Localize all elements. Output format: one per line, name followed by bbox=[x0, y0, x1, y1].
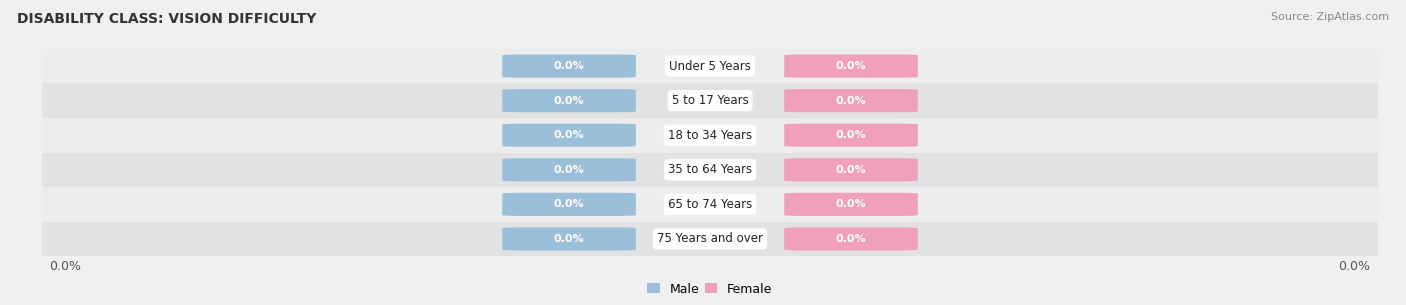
Bar bbox=[42, 118, 1378, 152]
FancyBboxPatch shape bbox=[785, 89, 918, 112]
Bar bbox=[42, 83, 1378, 118]
Text: 0.0%: 0.0% bbox=[835, 96, 866, 106]
FancyBboxPatch shape bbox=[785, 193, 918, 216]
FancyBboxPatch shape bbox=[785, 227, 918, 250]
FancyBboxPatch shape bbox=[785, 55, 918, 78]
Bar bbox=[42, 152, 1378, 187]
Text: 0.0%: 0.0% bbox=[835, 130, 866, 140]
Text: Source: ZipAtlas.com: Source: ZipAtlas.com bbox=[1271, 12, 1389, 22]
Text: 0.0%: 0.0% bbox=[835, 165, 866, 175]
FancyBboxPatch shape bbox=[502, 193, 636, 216]
FancyBboxPatch shape bbox=[785, 158, 918, 181]
Text: 0.0%: 0.0% bbox=[554, 165, 585, 175]
Text: 0.0%: 0.0% bbox=[835, 61, 866, 71]
FancyBboxPatch shape bbox=[502, 89, 636, 112]
Text: 0.0%: 0.0% bbox=[554, 199, 585, 209]
Text: 35 to 64 Years: 35 to 64 Years bbox=[668, 163, 752, 176]
Text: 0.0%: 0.0% bbox=[554, 130, 585, 140]
Text: 0.0%: 0.0% bbox=[554, 96, 585, 106]
Text: 65 to 74 Years: 65 to 74 Years bbox=[668, 198, 752, 211]
FancyBboxPatch shape bbox=[785, 124, 918, 147]
Text: 0.0%: 0.0% bbox=[835, 234, 866, 244]
Bar bbox=[42, 222, 1378, 256]
Bar bbox=[42, 49, 1378, 83]
FancyBboxPatch shape bbox=[502, 158, 636, 181]
Text: 0.0%: 0.0% bbox=[49, 260, 82, 273]
Text: DISABILITY CLASS: VISION DIFFICULTY: DISABILITY CLASS: VISION DIFFICULTY bbox=[17, 12, 316, 26]
Text: 0.0%: 0.0% bbox=[554, 61, 585, 71]
Text: 18 to 34 Years: 18 to 34 Years bbox=[668, 129, 752, 142]
Text: 0.0%: 0.0% bbox=[554, 234, 585, 244]
FancyBboxPatch shape bbox=[502, 227, 636, 250]
Text: 5 to 17 Years: 5 to 17 Years bbox=[672, 94, 748, 107]
Legend: Male, Female: Male, Female bbox=[648, 282, 772, 296]
Text: 0.0%: 0.0% bbox=[835, 199, 866, 209]
FancyBboxPatch shape bbox=[502, 124, 636, 147]
Text: Under 5 Years: Under 5 Years bbox=[669, 59, 751, 73]
Bar bbox=[42, 187, 1378, 222]
Text: 75 Years and over: 75 Years and over bbox=[657, 232, 763, 246]
FancyBboxPatch shape bbox=[502, 55, 636, 78]
Text: 0.0%: 0.0% bbox=[1339, 260, 1371, 273]
